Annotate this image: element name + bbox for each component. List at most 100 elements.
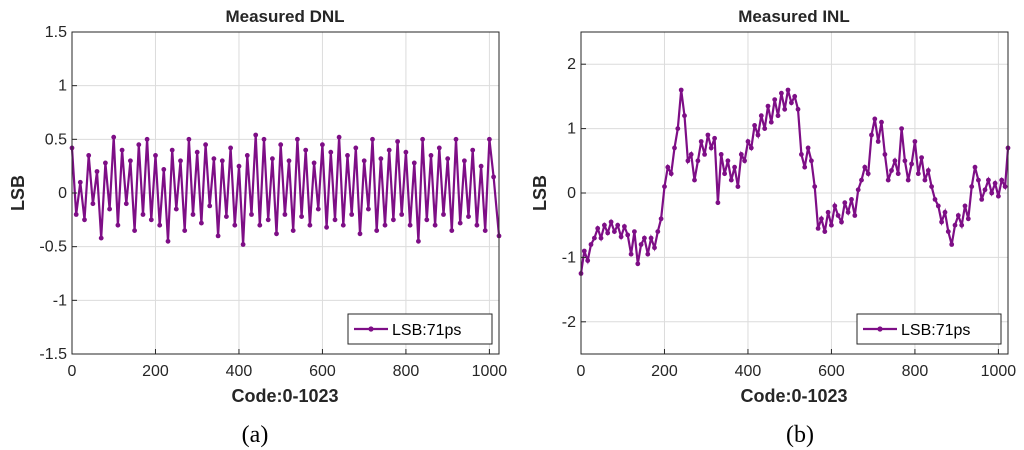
dnl-data-point <box>340 222 346 228</box>
dnl-data-point <box>228 145 234 151</box>
inl-data-point <box>865 171 871 177</box>
inl-y-tick-label: 0 <box>567 185 576 202</box>
inl-data-point <box>1002 184 1008 190</box>
inl-data-point <box>825 209 831 215</box>
dnl-data-point <box>445 156 451 162</box>
dnl-data-point <box>290 228 296 234</box>
dnl-data-point <box>249 212 254 217</box>
inl-data-point <box>695 158 701 164</box>
dnl-data-point <box>215 233 221 239</box>
dnl-data-point <box>115 222 121 228</box>
dnl-data-point <box>182 228 188 234</box>
dnl-data-point <box>169 147 175 153</box>
dnl-y-label: LSB <box>8 175 28 211</box>
inl-data-point <box>799 152 804 157</box>
inl-x-ticks: 0 200 400 600 800 1000 <box>577 349 1017 380</box>
inl-data-point <box>728 177 734 183</box>
dnl-data-point <box>436 145 442 151</box>
inl-legend: LSB:71ps <box>856 313 1002 345</box>
dnl-x-label: Code:0-1023 <box>231 386 338 406</box>
dnl-data-point <box>407 222 413 228</box>
dnl-y-tick-label: -0.5 <box>39 239 67 256</box>
dnl-data-point <box>487 136 492 142</box>
inl-y-tick-label: 1 <box>567 121 576 138</box>
inl-data-point <box>829 222 834 228</box>
inl-data-point <box>602 222 607 228</box>
dnl-markers <box>69 132 502 247</box>
inl-data-point <box>608 219 614 225</box>
inl-data-point <box>581 248 587 254</box>
dnl-x-tick-label: 0 <box>68 363 77 380</box>
dnl-legend: LSB:71ps <box>347 313 493 345</box>
inl-data-point <box>625 232 631 238</box>
inl-data-point <box>732 164 737 170</box>
dnl-data-point <box>470 147 476 153</box>
dnl-data-point <box>307 222 313 228</box>
inl-data-point <box>779 90 784 96</box>
inl-data-point <box>992 180 998 186</box>
inl-data-point <box>675 126 681 131</box>
inl-data-point <box>702 152 707 157</box>
dnl-data-point <box>449 228 455 234</box>
inl-data-point <box>986 177 991 183</box>
dnl-data-point <box>295 136 300 142</box>
dnl-data-point <box>261 136 267 142</box>
dnl-data-point <box>391 217 396 223</box>
dnl-y-tick-label: 0 <box>58 185 67 202</box>
dnl-data-point <box>119 147 125 153</box>
inl-data-point <box>942 209 948 215</box>
dnl-legend-label: LSB:71ps <box>392 322 461 339</box>
dnl-data-point <box>416 238 421 244</box>
inl-data-point <box>715 200 721 206</box>
dnl-data-point <box>311 160 317 166</box>
inl-data-point <box>768 119 774 125</box>
inl-data-point <box>758 113 764 119</box>
inl-data-point <box>909 161 914 167</box>
inl-x-tick-label: 400 <box>735 363 762 380</box>
inl-data-point <box>598 235 604 241</box>
dnl-legend-marker <box>368 326 374 332</box>
inl-x-tick-label: 1000 <box>981 363 1017 380</box>
inl-data-point <box>892 158 898 164</box>
inl-data-point <box>698 139 704 144</box>
inl-data-point <box>819 216 824 222</box>
dnl-data-point <box>466 214 471 220</box>
inl-data-point <box>718 152 724 157</box>
inl-data-point <box>935 203 941 209</box>
dnl-data-point <box>265 217 271 223</box>
inl-data-point <box>915 171 921 177</box>
dnl-data-point <box>165 238 171 244</box>
inl-legend-label: LSB:71ps <box>901 322 970 339</box>
inl-data-point <box>588 242 594 247</box>
dnl-data-point <box>199 220 204 226</box>
dnl-data-point <box>357 231 363 237</box>
dnl-data-point <box>253 132 259 138</box>
inl-x-tick-label: 0 <box>577 363 586 380</box>
dnl-data-point <box>432 222 438 228</box>
dnl-data-point <box>148 217 154 223</box>
dnl-y-tick-label: 1.5 <box>45 24 67 41</box>
dnl-data-point <box>82 217 87 223</box>
dnl-data-point <box>491 174 496 180</box>
inl-data-point <box>835 213 841 218</box>
inl-data-point <box>742 158 747 164</box>
inl-data-point <box>722 171 727 177</box>
inl-data-point <box>792 94 798 99</box>
inl-data-point <box>852 213 858 218</box>
dnl-data-point <box>282 212 288 217</box>
dnl-data-point <box>94 169 100 174</box>
inl-data-point <box>685 158 691 164</box>
inl-x-tick-label: 600 <box>818 363 845 380</box>
inl-data-point <box>969 184 975 190</box>
dnl-data-point <box>328 149 334 155</box>
inl-data-point <box>655 229 661 235</box>
inl-data-point <box>832 203 838 209</box>
dnl-data-point <box>482 228 488 234</box>
dnl-data-point <box>153 153 158 158</box>
dnl-data-point <box>278 142 284 148</box>
inl-data-point <box>996 193 1001 199</box>
inl-data-point <box>812 184 818 190</box>
inl-data-point <box>845 209 851 215</box>
inl-data-point <box>979 197 985 202</box>
inl-data-point <box>682 113 687 119</box>
